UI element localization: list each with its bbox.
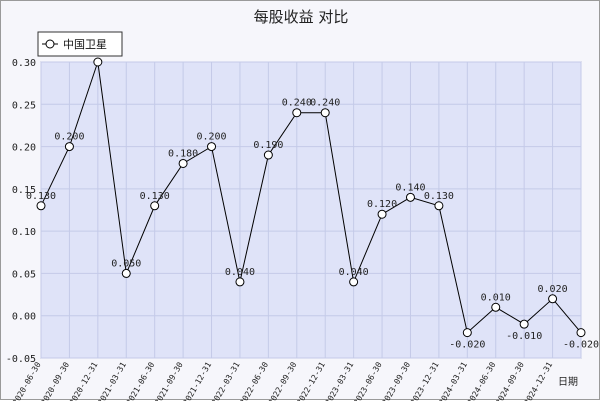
legend-marker-swatch [45,39,55,49]
data-point [93,57,103,67]
x-tick-label: 2024-09-30 [494,360,526,401]
data-label: 0.040 [225,267,255,278]
x-tick-label: 2022-03-31 [210,360,242,401]
x-tick-label: 2021-03-31 [96,360,128,401]
data-point [64,142,74,152]
data-point [519,319,529,329]
data-label: 0.190 [253,140,283,151]
data-label: 0.240 [310,98,340,109]
x-tick-label: 2020-06-30 [11,360,43,401]
data-point [150,201,160,211]
data-label: 0.130 [26,191,56,202]
data-point [434,201,444,211]
x-tick-label: 2023-03-31 [323,360,355,401]
x-tick-label: 2023-09-30 [380,360,412,401]
data-label: 0.130 [424,191,454,202]
y-tick-label: 0.30 [12,58,36,69]
x-tick-label: 2021-09-30 [153,360,185,401]
grid-lines [40,61,582,359]
x-tick-label: 2023-06-30 [352,360,384,401]
data-point [263,150,273,160]
x-tick-label: 2024-12-31 [522,360,554,401]
data-point [320,108,330,118]
data-point [576,328,586,338]
legend-series-name: 中国卫星 [63,38,107,51]
y-tick-label: 0.15 [12,185,36,196]
y-axis-ticks: 0.30 0.25 0.20 0.15 0.10 0.05 0.00 -0.05 [6,58,36,365]
y-tick-label: 0.10 [12,227,36,238]
x-tick-label: 2023-12-31 [409,360,441,401]
data-label: 0.040 [339,267,369,278]
y-tick-label: 0.00 [12,312,36,323]
x-tick-label: 2022-09-30 [267,360,299,401]
data-point [548,294,558,304]
y-tick-label: 0.25 [12,100,36,111]
data-label: -0.020 [563,340,599,351]
data-point [462,328,472,338]
data-point [349,277,359,287]
data-point [178,158,188,168]
data-point [377,209,387,219]
data-label: 0.050 [111,258,141,269]
y-tick-label: 0.05 [12,269,36,280]
data-point [491,302,501,312]
data-labels: 0.130 0.200 0.050 0.130 0.180 0.200 0.040 0.190… [26,98,599,351]
data-point [405,192,415,202]
series-layer [36,57,586,338]
data-label: 0.010 [481,292,511,303]
data-point [207,142,217,152]
data-point [121,268,131,278]
x-tick-label: 2020-09-30 [39,360,71,401]
x-tick-label: 2021-06-30 [125,360,157,401]
data-label: 0.130 [140,191,170,202]
x-tick-label: 2021-12-31 [181,360,213,401]
series-line [40,61,582,334]
x-tick-label: 2022-12-31 [295,360,327,401]
y-tick-label: 0.20 [12,143,36,154]
x-tick-label: 2024-03-31 [437,360,469,401]
x-tick-label: 2020-12-31 [68,360,100,401]
data-label: -0.020 [449,340,485,351]
data-label: 0.180 [168,148,198,159]
data-label: 0.240 [282,98,312,109]
x-axis-ticks: 2020-06-302020-09-302020-12-312021-03-31… [11,360,555,401]
chart-title: 每股收益 对比 [254,8,349,26]
data-point [292,108,302,118]
x-tick-label: 2024-06-30 [466,360,498,401]
x-axis-label: 日期 [558,376,578,388]
data-label: 0.120 [367,199,397,210]
plot-area [40,61,582,359]
y-tick-label: -0.05 [6,354,36,365]
x-tick-label: 2022-06-30 [238,360,270,401]
data-label: 0.200 [196,132,226,143]
data-label: 0.140 [395,182,425,193]
data-label: 0.200 [54,132,84,143]
data-point [36,201,46,211]
data-label: -0.010 [506,331,542,342]
data-point [235,277,245,287]
data-label: 0.020 [538,284,568,295]
legend: 中国卫星 [37,31,123,57]
